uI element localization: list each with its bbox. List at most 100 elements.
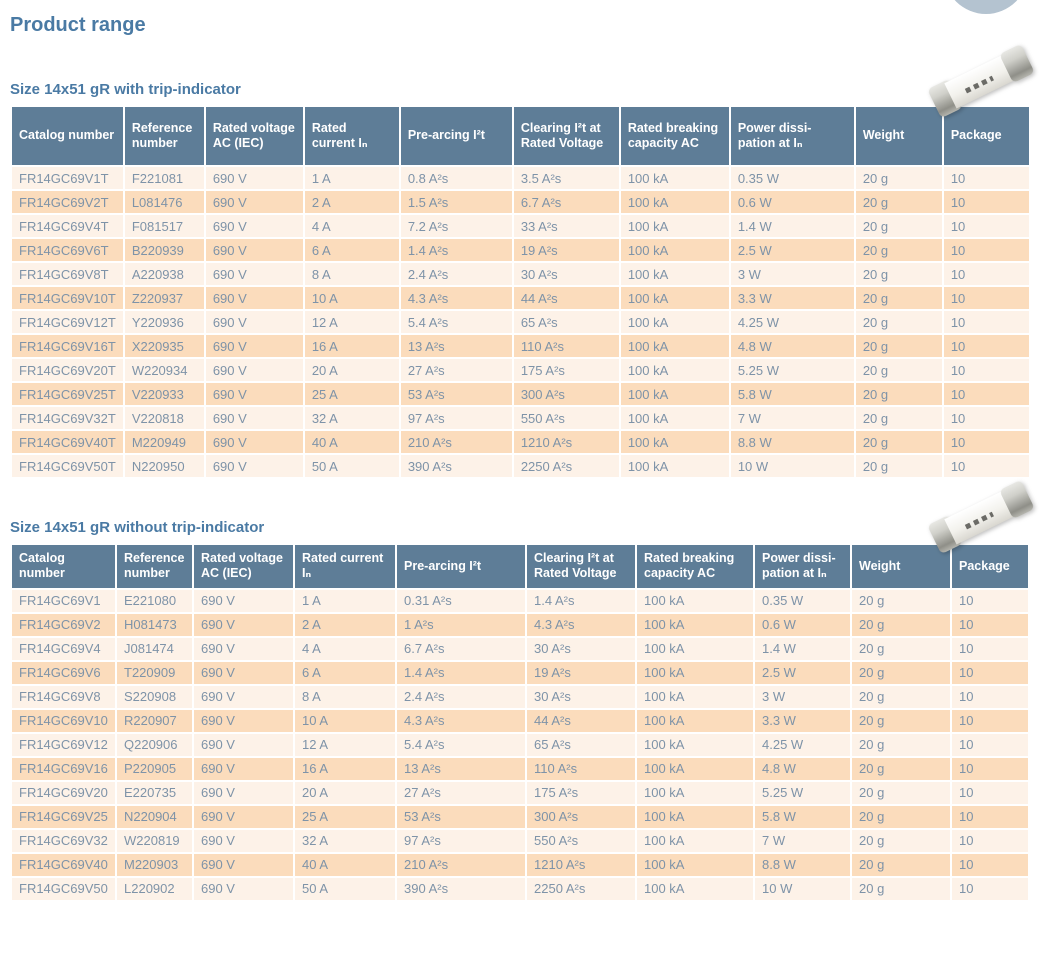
table-row: FR14GC69V32 W220819 690 V 32 A 97 A²s 550 A²s…	[10, 827, 1030, 854]
table-cell: 175 A²s	[511, 357, 621, 383]
table-cell: 10	[941, 357, 1031, 383]
table-cell: 0.6 W	[753, 611, 852, 638]
table-cell: F081517	[122, 213, 206, 239]
table-cell: 690 V	[203, 381, 305, 407]
table-cell: FR14GC69V1T	[10, 165, 125, 191]
table-cell: 690 V	[203, 453, 305, 479]
table-cell: 10	[950, 803, 1030, 830]
table-cell: FR14GC69V16T	[10, 333, 125, 359]
table-cell: 210 A²s	[398, 429, 514, 455]
table-cell: 1 A²s	[395, 611, 527, 638]
table-cell: 25 A	[293, 803, 397, 830]
table-cell: 690 V	[203, 285, 305, 311]
table-cell: 100 kA	[618, 309, 731, 335]
table-cell: 20 g	[850, 755, 952, 782]
table-cell: 5.4 A²s	[395, 731, 527, 758]
table-cell: Q220906	[115, 731, 194, 758]
table-cell: FR14GC69V16	[10, 755, 117, 782]
table-cell: 20 g	[850, 611, 952, 638]
column-header: Package	[950, 543, 1030, 590]
table-cell: 50 A	[302, 453, 401, 479]
table-cell: 19 A²s	[511, 237, 621, 263]
table-row: FR14GC69V40 M220903 690 V 40 A 210 A²s 1210 A…	[10, 851, 1030, 878]
table-cell: 10	[950, 587, 1030, 614]
table-cell: 10	[941, 189, 1031, 215]
column-header: Weight	[853, 105, 944, 167]
table-cell: 20 g	[853, 189, 944, 215]
section-title-with-trip-indicator: Size 14x51 gR with trip-indicator	[10, 81, 241, 98]
table-cell: 100 kA	[618, 261, 731, 287]
table-cell: 10	[941, 381, 1031, 407]
table-cell: 100 kA	[635, 779, 755, 806]
table-cell: 13 A²s	[398, 333, 514, 359]
product-table-with-trip-indicator: Catalog number Reference number Rated volt…	[10, 105, 1031, 479]
table-cell: 4 A	[302, 213, 401, 239]
table-cell: 690 V	[203, 189, 305, 215]
column-header: Power dissi-pation at Iₙ	[728, 105, 856, 167]
table-cell: 20 g	[853, 285, 944, 311]
column-header: Clearing I²t at Rated Voltage	[511, 105, 621, 167]
table-cell: 390 A²s	[398, 453, 514, 479]
table-cell: 10	[950, 851, 1030, 878]
table-cell: 690 V	[192, 611, 295, 638]
table-cell: N220950	[122, 453, 206, 479]
table-cell: 33 A²s	[511, 213, 621, 239]
table-cell: FR14GC69V8	[10, 683, 117, 710]
table-cell: 100 kA	[618, 357, 731, 383]
table-cell: 1.4 A²s	[525, 587, 637, 614]
table-cell: 690 V	[192, 635, 295, 662]
table-cell: FR14GC69V2T	[10, 189, 125, 215]
table-cell: 6.7 A²s	[511, 189, 621, 215]
table-cell: 100 kA	[635, 587, 755, 614]
table-cell: 10	[950, 875, 1030, 902]
table-cell: FR14GC69V20	[10, 779, 117, 806]
table-cell: 0.35 W	[753, 587, 852, 614]
column-header: Weight	[850, 543, 952, 590]
table-cell: 100 kA	[635, 635, 755, 662]
table-cell: 5.8 W	[753, 803, 852, 830]
table-cell: 8.8 W	[753, 851, 852, 878]
table-cell: 20 g	[853, 429, 944, 455]
table-cell: 0.31 A²s	[395, 587, 527, 614]
table-cell: 690 V	[192, 827, 295, 854]
table-cell: 3.3 W	[728, 285, 856, 311]
table-cell: 20 g	[850, 779, 952, 806]
table-cell: E221080	[115, 587, 194, 614]
table-cell: 4.3 A²s	[395, 707, 527, 734]
table-cell: N220904	[115, 803, 194, 830]
table-cell: 690 V	[192, 659, 295, 686]
table-cell: 32 A	[293, 827, 397, 854]
table-cell: 20 g	[850, 635, 952, 662]
table-cell: 100 kA	[635, 803, 755, 830]
table-cell: 690 V	[203, 237, 305, 263]
table-cell: 20 g	[853, 237, 944, 263]
table-cell: 100 kA	[618, 381, 731, 407]
table-cell: 6 A	[293, 659, 397, 686]
table-cell: 3.5 A²s	[511, 165, 621, 191]
table-cell: W220934	[122, 357, 206, 383]
table-cell: 690 V	[203, 213, 305, 239]
table-cell: M220903	[115, 851, 194, 878]
table-cell: 20 g	[850, 851, 952, 878]
table-row: FR14GC69V25T V220933 690 V 25 A 53 A²s 300 A²…	[10, 381, 1031, 407]
table-cell: FR14GC69V2	[10, 611, 117, 638]
table-cell: 20 A	[293, 779, 397, 806]
table-row: FR14GC69V50 L220902 690 V 50 A 390 A²s 2250 A…	[10, 875, 1030, 902]
table-cell: FR14GC69V6	[10, 659, 117, 686]
table-cell: 10 A	[302, 285, 401, 311]
table-cell: FR14GC69V1	[10, 587, 117, 614]
table-cell: 25 A	[302, 381, 401, 407]
table-cell: Y220936	[122, 309, 206, 335]
table-cell: 100 kA	[618, 285, 731, 311]
table-cell: 10 W	[753, 875, 852, 902]
table-cell: A220938	[122, 261, 206, 287]
table-cell: FR14GC69V32	[10, 827, 117, 854]
table-cell: 20 g	[853, 453, 944, 479]
table-cell: 20 g	[853, 381, 944, 407]
table-cell: 4.25 W	[753, 731, 852, 758]
